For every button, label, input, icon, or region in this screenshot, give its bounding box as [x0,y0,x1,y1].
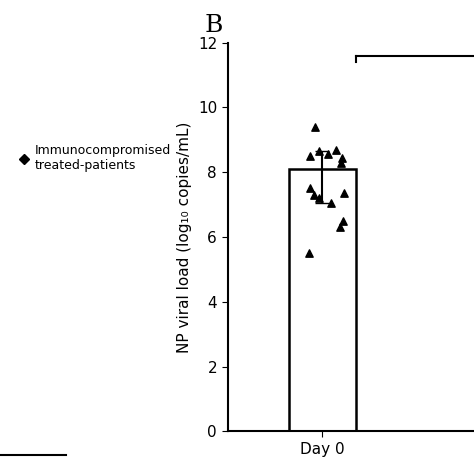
Point [336,224,344,231]
Legend: Immunocompromised
treated-patients: Immunocompromised treated-patients [16,139,176,177]
Point [337,159,345,166]
Y-axis label: NP viral load (log₁₀ copies/mL): NP viral load (log₁₀ copies/mL) [177,121,192,353]
Point [311,123,319,131]
Point [340,190,347,197]
Point [327,199,335,207]
Point [332,146,339,154]
Title: B: B [204,14,222,36]
Point [316,194,323,202]
Point [339,217,347,225]
Point [315,147,322,155]
Point [306,152,313,160]
Point [307,185,314,192]
Point [325,151,332,158]
Point [305,249,313,257]
Point [310,191,318,199]
Point [338,154,346,162]
Bar [289,169,356,431]
